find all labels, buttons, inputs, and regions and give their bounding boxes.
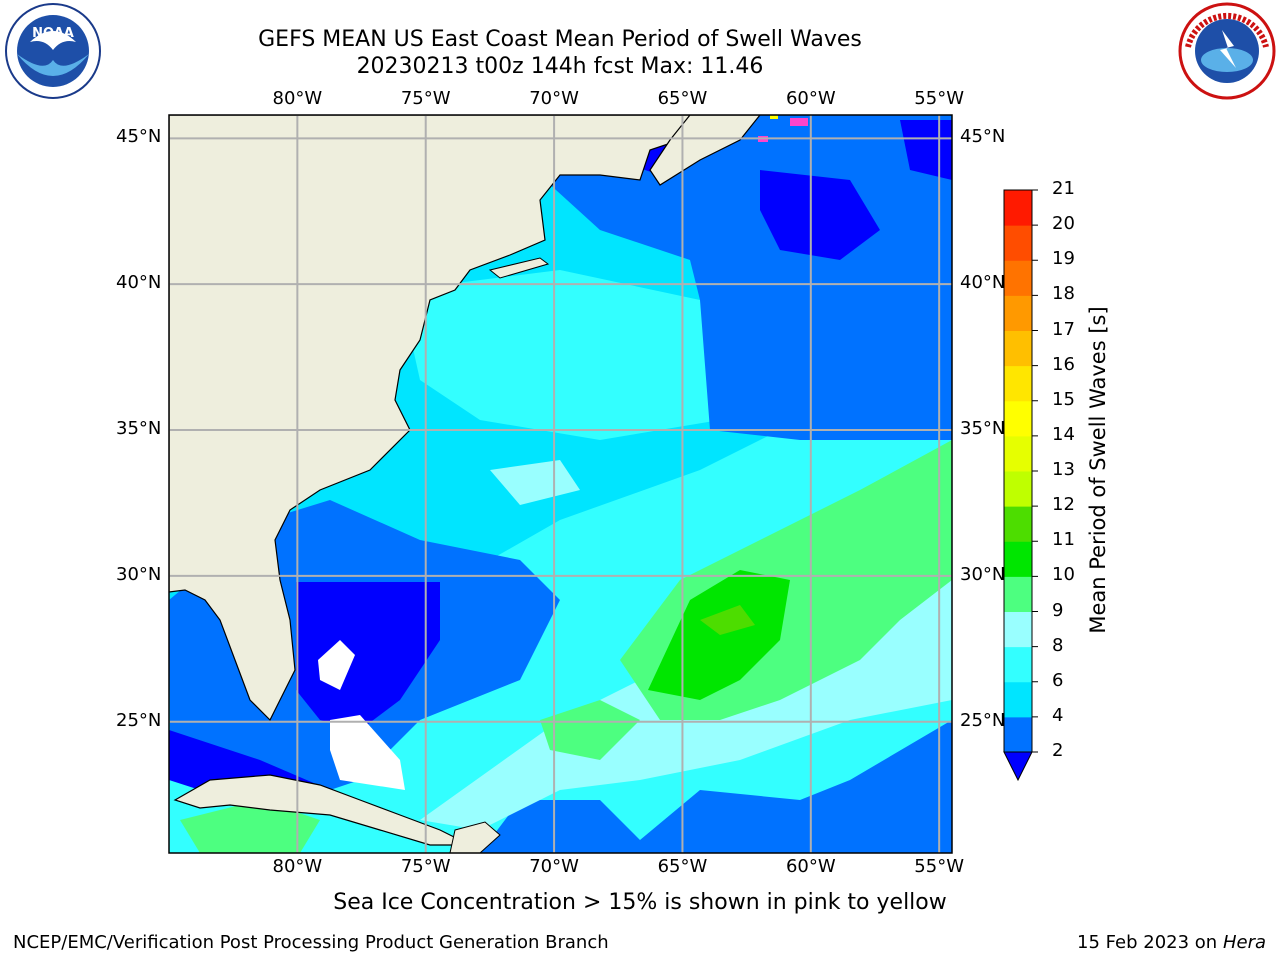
lat-label-left: 25°N [116,709,162,731]
lat-label-right: 35°N [960,418,1006,440]
colorbar-tick-label: 20 [1052,213,1075,235]
hispaniola-land [449,821,501,853]
lon-label-top: 65°W [657,88,708,109]
lon-label-top: 60°W [785,88,836,109]
contour-9-10-caribbean [180,800,320,853]
lat-label-left: 35°N [116,418,162,440]
lon-label-bottom: 65°W [657,856,708,877]
lon-label-bottom: 70°W [529,856,579,877]
bahamas-bank-2 [330,715,405,790]
contour-2-4-south [480,720,952,853]
lat-label-left: 45°N [116,126,162,148]
colorbar-segment [1004,541,1032,577]
lat-label-right: 40°N [960,272,1006,294]
lon-label-top: 55°W [914,88,964,109]
colorbar-segment [1004,295,1032,331]
colorbar-tick-label: 8 [1052,634,1064,656]
colorbar-segment [1004,435,1032,472]
colorbar-tick-label: 15 [1052,388,1075,410]
colorbar-tick-label: 19 [1052,248,1075,270]
colorbar-tick-label: 17 [1052,318,1075,340]
chart-title: GEFS MEAN US East Coast Mean Period of S… [258,27,862,52]
map-gridlines [169,115,952,853]
svg-text:NOAA: NOAA [32,26,74,41]
colorbar-segment [1004,716,1032,753]
colorbar-tick-label: 18 [1052,283,1075,305]
colorbar-tick-label: 16 [1052,353,1075,375]
colorbar-tick-label: 14 [1052,423,1075,445]
colorbar-label: Mean Period of Swell Waves [s] [1086,306,1110,634]
colorbar-tick-label: 13 [1052,459,1075,480]
colorbar-tick-label: 9 [1052,599,1064,621]
contour-10-11-core [648,570,790,700]
lon-label-bottom: 80°W [272,856,323,877]
lat-label-left: 30°N [116,563,162,585]
colorbar-tick-label: 2 [1052,740,1064,761]
colorbar-segment [1004,190,1032,226]
sea-ice-mark-3 [770,115,778,119]
map-frame [168,114,953,854]
colorbar-segment [1004,506,1032,542]
footer-date: 15 Feb 2023 on Hera [1077,932,1266,953]
contour-11-12-spot [700,605,755,635]
lon-label-bottom: 55°W [914,856,964,877]
colorbar-tick-label: 4 [1052,704,1064,726]
colorbar-tick-label: 11 [1052,529,1075,551]
lon-label-bottom: 75°W [400,856,451,877]
contour-9-10-patch-south [540,700,640,760]
bahamas-bank-1 [318,640,355,690]
colorbar-segment [1004,365,1032,402]
lon-label-top: 80°W [272,88,323,109]
colorbar [1003,189,1038,782]
lon-label-top: 70°W [529,88,579,109]
lon-label-top: 75°W [400,88,451,109]
footer-credit: NCEP/EMC/Verification Post Processing Pr… [13,932,609,953]
lat-label-right: 30°N [960,563,1006,585]
nova-scotia-land [649,115,761,186]
footer-host: Hera [1222,932,1266,953]
colorbar-tick-label: 6 [1052,669,1064,691]
contour-6-8-region-north [400,270,720,440]
sea-ice-mark-1 [790,118,808,126]
footer-date-text: 15 Feb 2023 on [1077,932,1218,953]
colorbar-segment [1004,681,1032,718]
noaa-logo: NOAA [2,2,104,104]
colorbar-segment [1004,576,1032,612]
colorbar-tick-label: 10 [1052,564,1075,586]
contour-lt2-northeast-1 [760,170,880,260]
contour-8-9-patch [490,460,580,505]
colorbar-segment [1004,646,1032,683]
lat-label-right: 45°N [960,126,1006,148]
chart-subtitle: 20230213 t00z 144h fcst Max: 11.46 [356,54,764,79]
colorbar-segment [1004,225,1032,261]
contour-lt2-bahamas [296,582,440,730]
colorbar-segment [1004,330,1032,367]
sea-ice-note: Sea Ice Concentration > 15% is shown in … [333,890,947,915]
nws-logo [1176,2,1278,104]
colorbar-segment [1004,260,1032,296]
colorbar-segment [1004,471,1032,507]
lat-label-right: 25°N [960,709,1006,731]
colorbar-tick-label: 12 [1052,494,1075,516]
lat-label-left: 40°N [116,272,162,294]
colorbar-segment [1004,400,1032,437]
long-island-land [488,257,550,279]
colorbar-tick-label: 21 [1052,178,1075,199]
colorbar-extend-arrow [1003,751,1033,782]
lon-label-bottom: 60°W [785,856,836,877]
colorbar-segment [1004,611,1032,648]
